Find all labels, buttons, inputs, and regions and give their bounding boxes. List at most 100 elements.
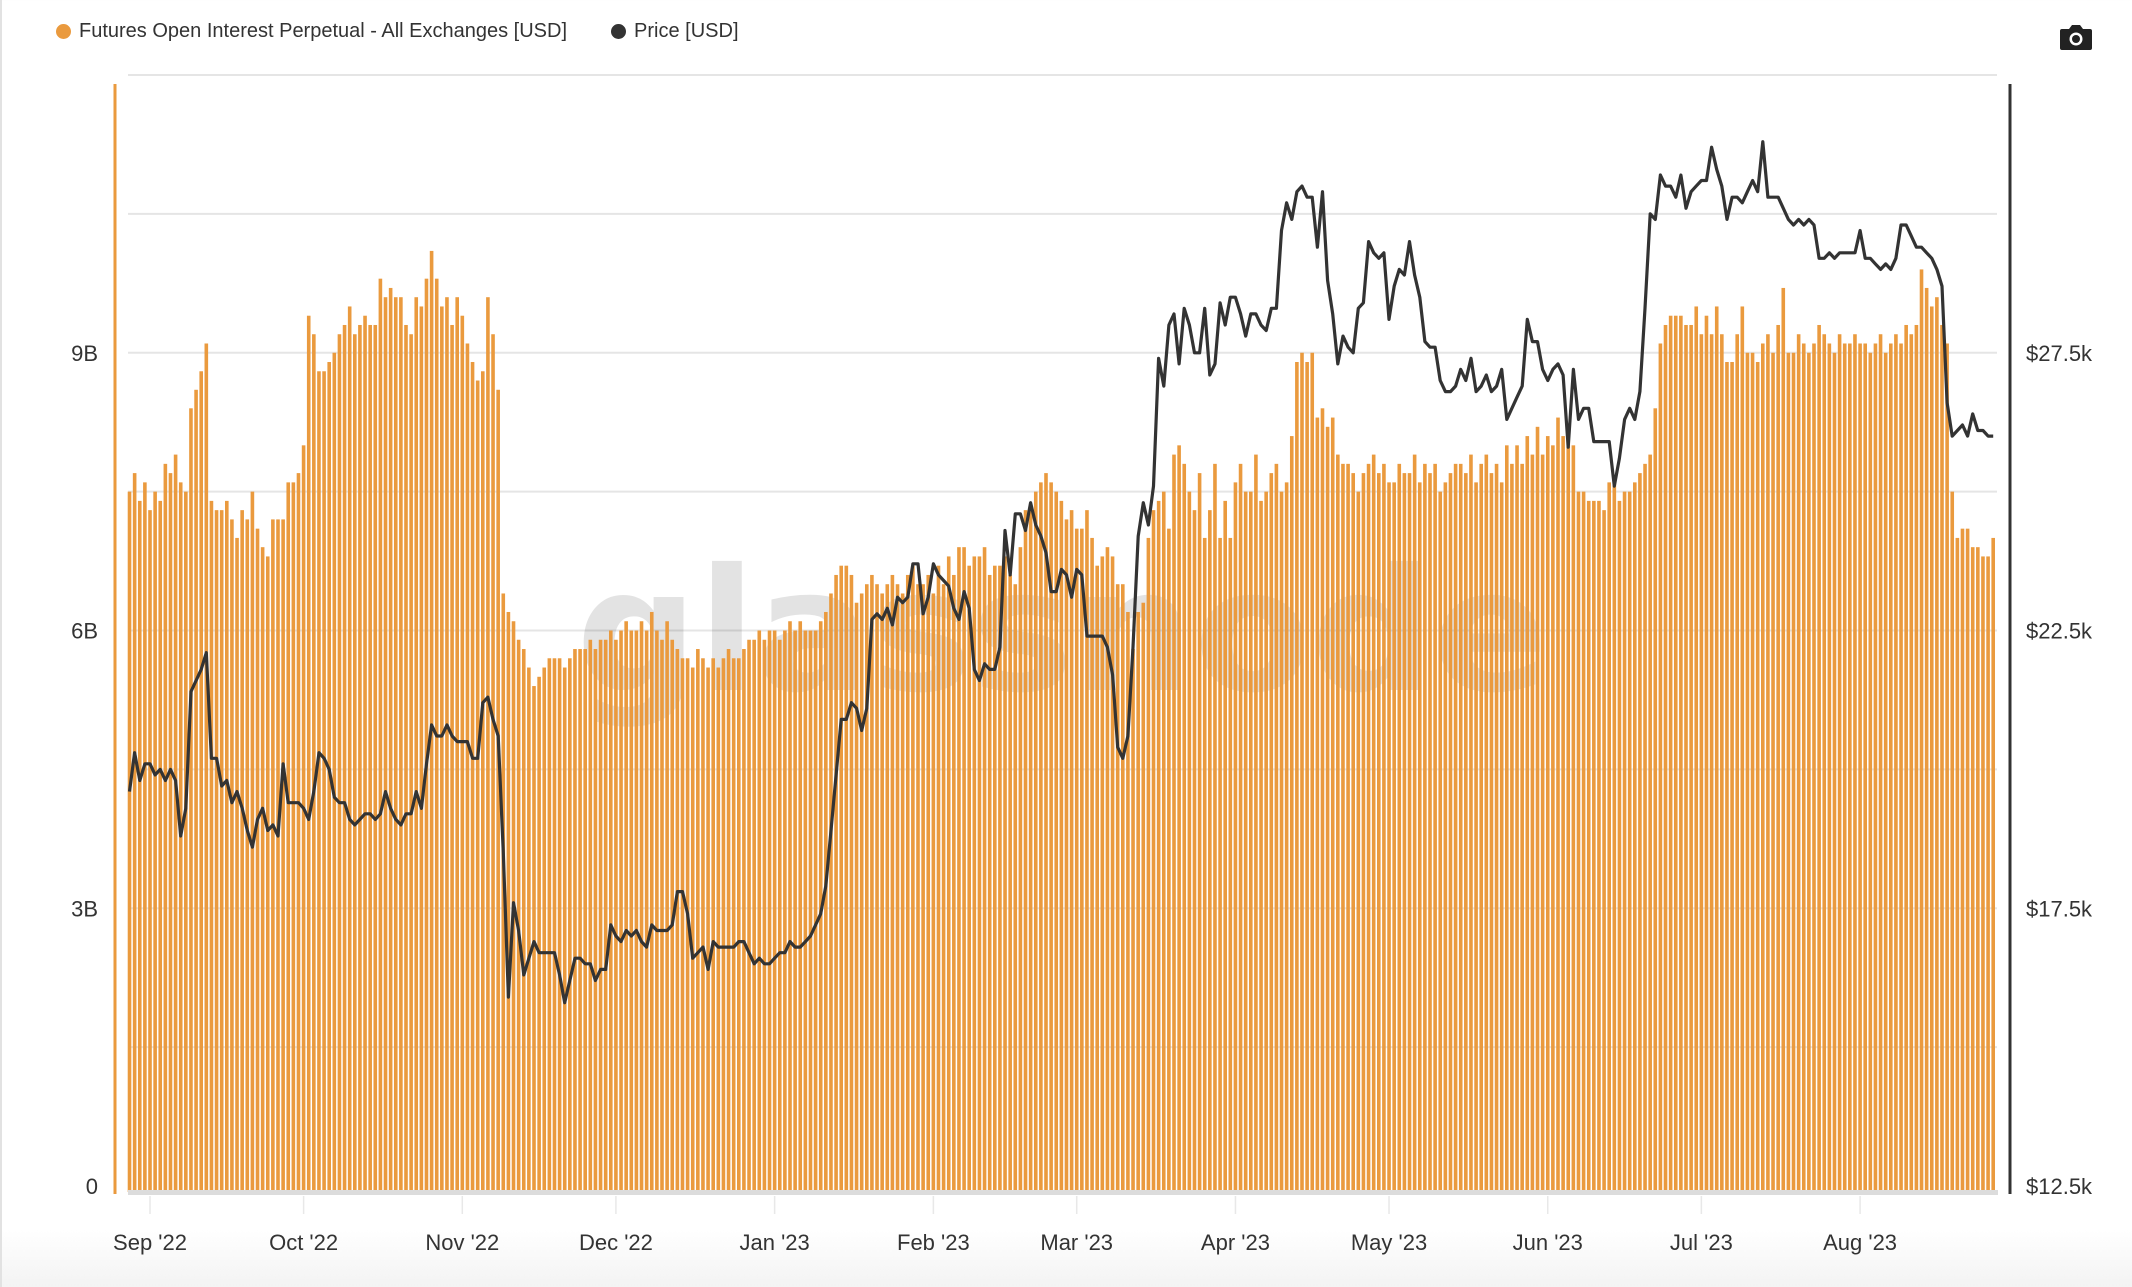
open-interest-bar (1121, 584, 1125, 1192)
open-interest-bar (1341, 463, 1345, 1193)
open-interest-bar (644, 630, 649, 1192)
open-interest-bar (849, 574, 854, 1192)
open-interest-bar (1059, 500, 1064, 1192)
open-interest-bar (1402, 473, 1407, 1192)
x-tick-label: Nov '22 (425, 1230, 499, 1255)
open-interest-bar (1750, 352, 1755, 1192)
open-interest-bar (1336, 454, 1340, 1193)
open-interest-bar (1709, 334, 1714, 1193)
open-interest-bar (1028, 510, 1033, 1192)
open-interest-bar (1545, 436, 1550, 1193)
open-interest-bar (317, 371, 321, 1192)
open-interest-bar (793, 630, 797, 1192)
open-interest-bar (967, 565, 971, 1192)
open-interest-bar (870, 574, 874, 1192)
open-interest-bar (1904, 324, 1908, 1193)
open-interest-bar (1929, 306, 1934, 1193)
open-interest-bar (137, 500, 142, 1192)
open-interest-bar (1673, 315, 1678, 1193)
open-interest-bar (1392, 482, 1396, 1192)
open-interest-bar (1530, 454, 1535, 1193)
x-tick-label: Mar '23 (1040, 1230, 1113, 1255)
open-interest-bar (1044, 473, 1048, 1192)
open-interest-bar (1791, 352, 1796, 1192)
open-interest-bar (1453, 463, 1458, 1193)
open-interest-bar (1366, 463, 1371, 1193)
open-interest-bar (1284, 482, 1289, 1192)
open-interest-bar (1776, 324, 1780, 1193)
open-interest-bar (537, 676, 541, 1192)
open-interest-bar (1714, 306, 1719, 1193)
legend-item-open-interest[interactable]: Futures Open Interest Perpetual - All Ex… (56, 20, 567, 43)
open-interest-bar (1653, 408, 1658, 1192)
open-interest-bar (1080, 528, 1084, 1192)
open-interest-bar (721, 658, 726, 1192)
open-interest-bar (1223, 500, 1227, 1192)
open-interest-bar (1320, 408, 1325, 1192)
open-interest-bar (189, 408, 193, 1192)
open-interest-bar (1438, 491, 1443, 1193)
open-interest-bar (1566, 436, 1571, 1193)
open-interest-bar (347, 306, 352, 1193)
open-interest-bar (716, 667, 721, 1192)
open-interest-bar (921, 584, 925, 1192)
open-interest-bar (1039, 482, 1043, 1192)
open-interest-bar (1213, 463, 1217, 1193)
open-interest-bar (1617, 500, 1622, 1192)
open-interest-bar (865, 584, 869, 1192)
open-interest-bar (465, 343, 470, 1192)
open-interest-bar (1423, 463, 1427, 1193)
open-interest-bar (225, 500, 229, 1192)
legend-item-price[interactable]: Price [USD] (611, 20, 739, 43)
open-interest-bar (429, 250, 434, 1192)
open-interest-bar (542, 667, 547, 1192)
open-interest-bar (701, 658, 705, 1192)
open-interest-bar (998, 565, 1002, 1192)
open-interest-bar (271, 519, 275, 1192)
open-interest-bar (1801, 343, 1806, 1192)
open-interest-bar (199, 371, 203, 1192)
open-interest-bar (1868, 352, 1873, 1192)
open-interest-bar (649, 611, 654, 1192)
x-tick-label: Jun '23 (1513, 1230, 1583, 1255)
open-interest-bar (634, 630, 639, 1192)
open-interest-bar (905, 574, 910, 1192)
open-interest-bar (696, 649, 700, 1192)
open-interest-bar (1940, 324, 1944, 1193)
open-interest-bar (1110, 556, 1115, 1192)
open-interest-bar (1254, 454, 1258, 1193)
open-interest-bar (194, 389, 198, 1192)
open-interest-bar (1950, 491, 1955, 1193)
open-interest-bar (1730, 362, 1734, 1192)
open-interest-bar (762, 639, 767, 1192)
open-interest-bar (941, 584, 946, 1192)
open-interest-bar (1689, 324, 1693, 1193)
camera-icon (2060, 25, 2092, 50)
open-interest-bar (1924, 287, 1929, 1192)
open-interest-bar (1412, 454, 1417, 1193)
open-interest-bar (1858, 343, 1862, 1192)
x-tick-label: Aug '23 (1823, 1230, 1897, 1255)
open-interest-bar (936, 565, 941, 1192)
open-interest-bar (977, 556, 982, 1192)
x-tick-label: May '23 (1351, 1230, 1427, 1255)
open-interest-bar (409, 334, 413, 1193)
open-interest-bar (1151, 510, 1156, 1192)
open-interest-bar (946, 556, 951, 1192)
open-interest-bar (1243, 491, 1248, 1193)
x-tick-label: Jan '23 (740, 1230, 810, 1255)
screenshot-button[interactable] (2058, 22, 2094, 52)
open-interest-bar (813, 630, 818, 1192)
legend-label: Futures Open Interest Perpetual - All Ex… (79, 20, 568, 42)
open-interest-bar (1008, 574, 1012, 1192)
open-interest-bar (1771, 352, 1775, 1192)
open-interest-bar (783, 630, 787, 1192)
open-interest-bar (1346, 463, 1350, 1193)
open-interest-bar (260, 547, 265, 1192)
open-interest-bar (1986, 556, 1990, 1192)
open-interest-bar (1822, 334, 1827, 1193)
open-interest-bar (1003, 556, 1007, 1192)
open-interest-bar (455, 297, 459, 1192)
open-interest-bar (1126, 611, 1130, 1192)
open-interest-bar (173, 454, 178, 1193)
